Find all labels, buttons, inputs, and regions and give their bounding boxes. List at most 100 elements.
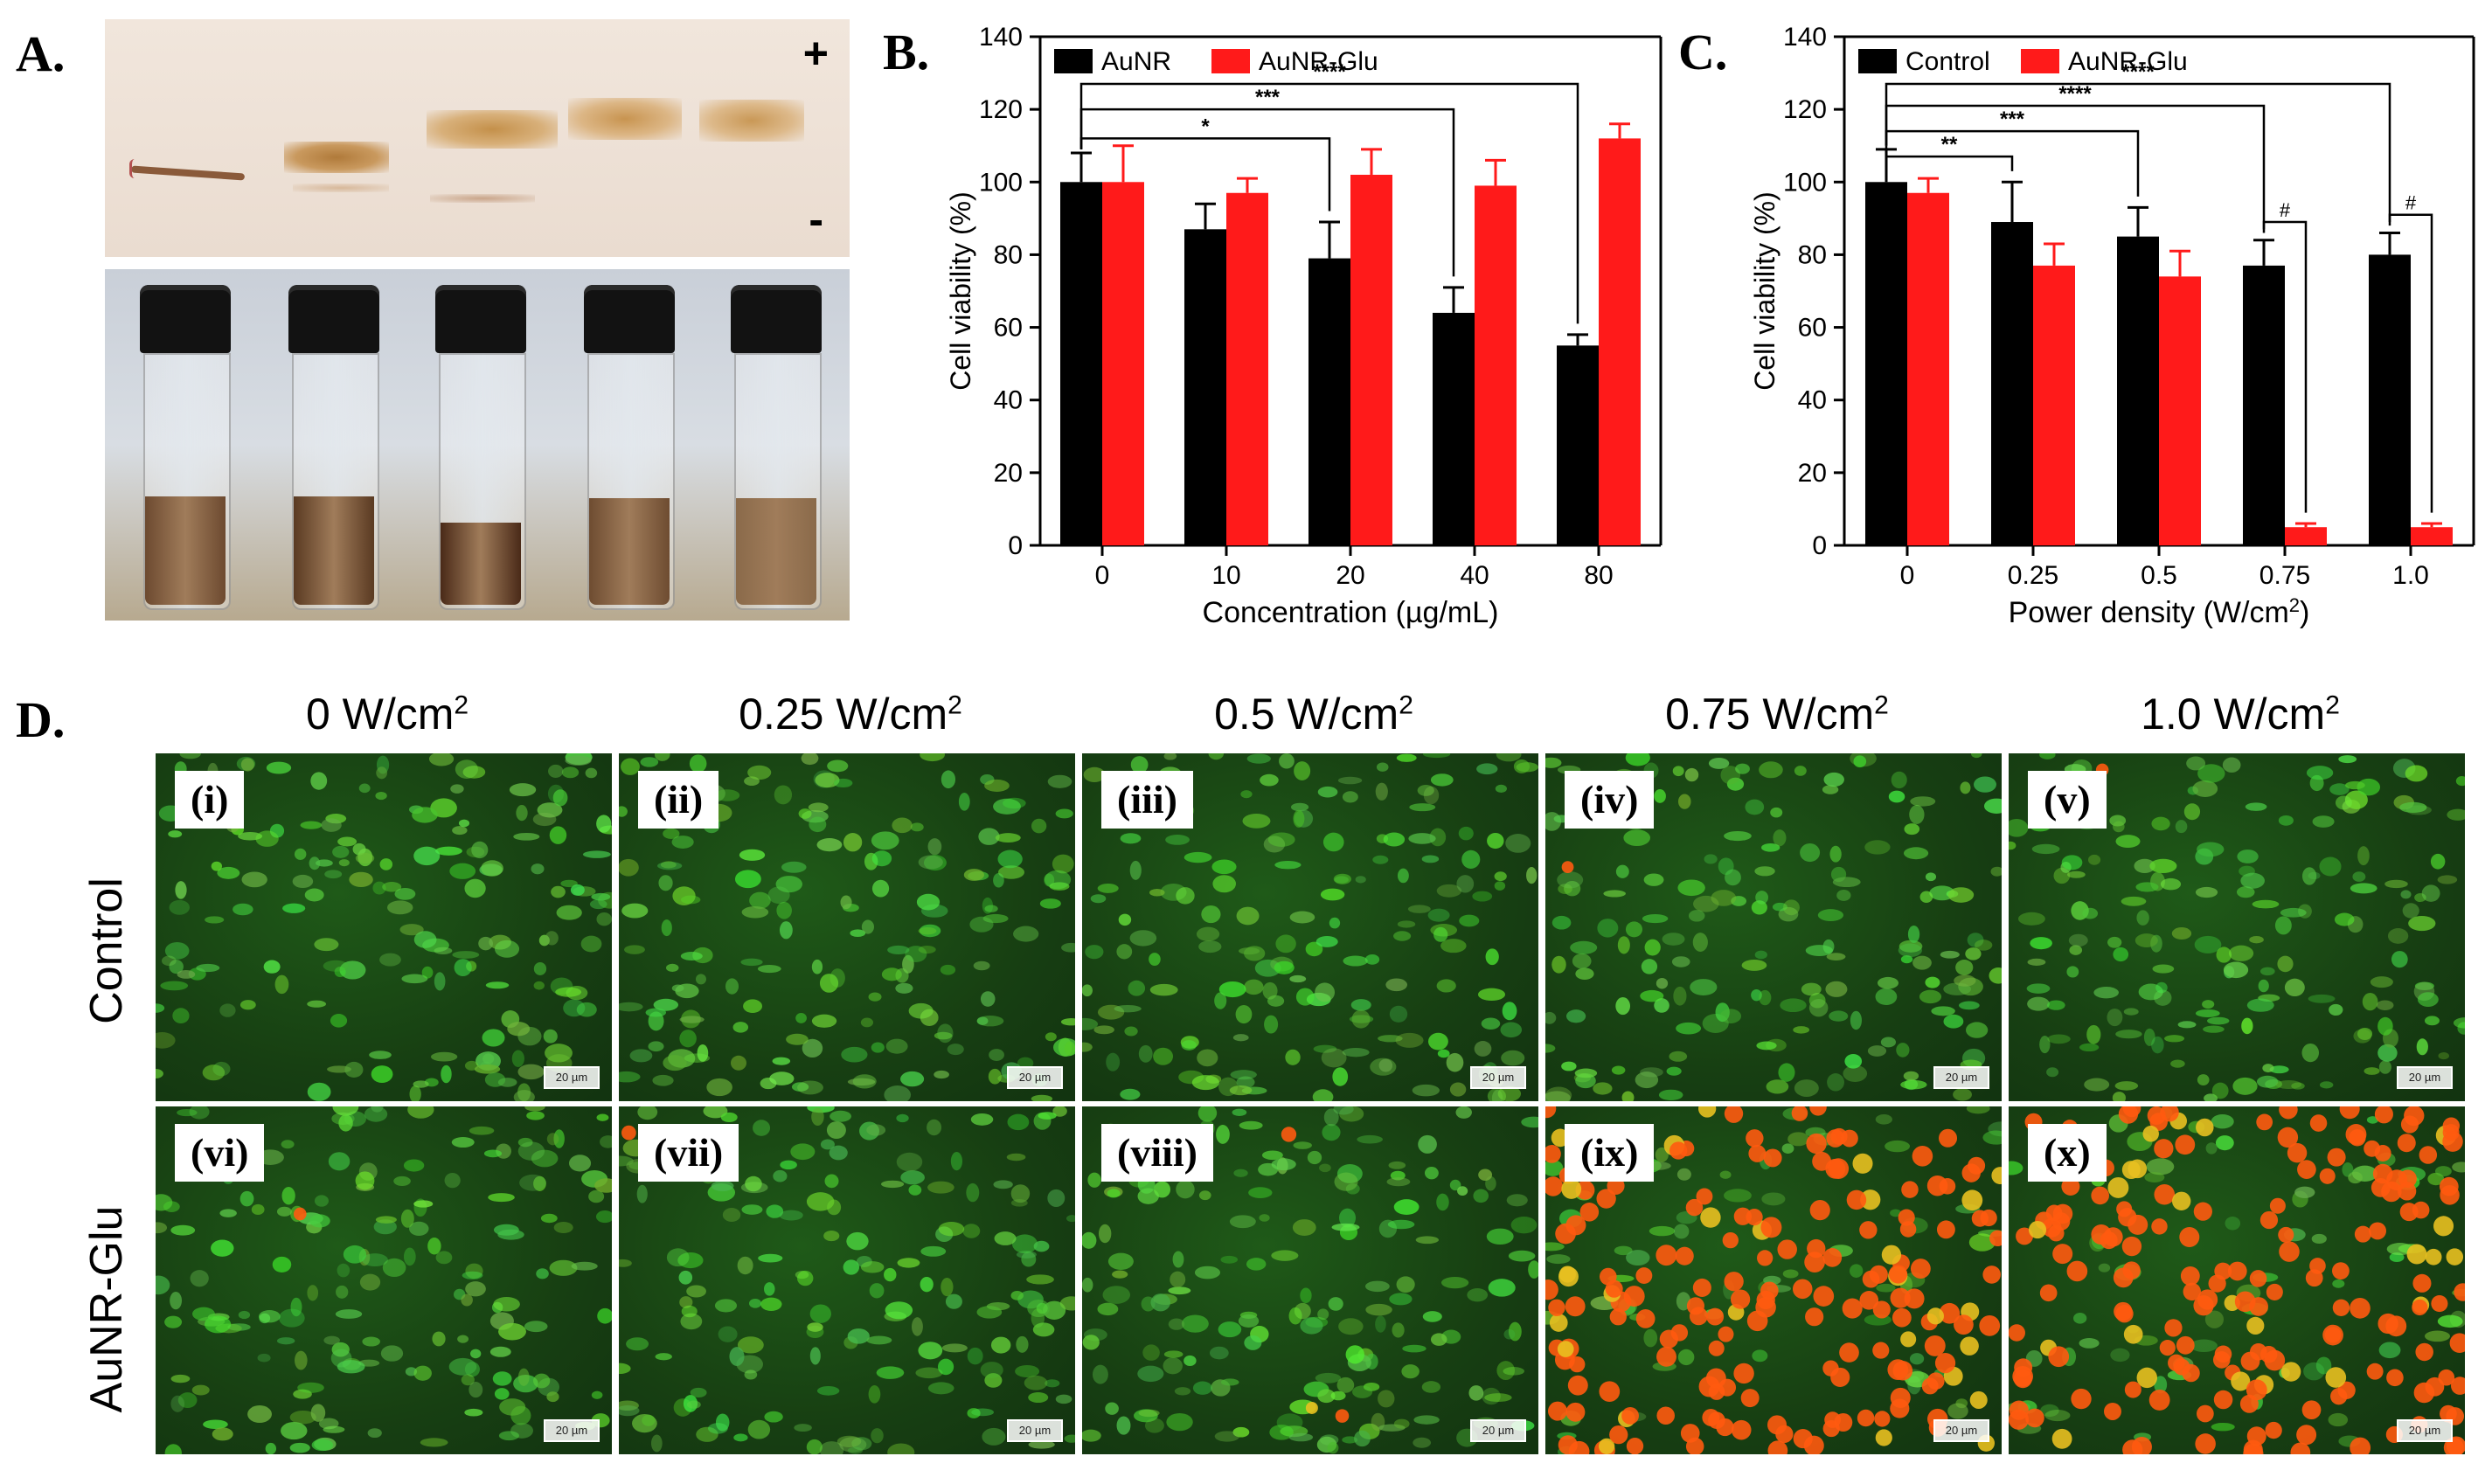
green-cell — [591, 892, 611, 901]
green-cell — [1248, 1187, 1273, 1199]
green-cell — [2177, 1021, 2197, 1029]
green-cell — [403, 1159, 425, 1172]
green-cell — [681, 895, 701, 905]
green-cell — [2066, 870, 2086, 878]
green-cell — [1878, 976, 1899, 989]
green-cell — [1974, 940, 1993, 951]
green-cell — [1676, 1168, 1691, 1181]
green-cell — [640, 757, 659, 767]
red-cell — [1746, 1209, 1763, 1226]
green-cell — [355, 1171, 375, 1190]
green-cell — [1967, 933, 1984, 947]
green-cell — [766, 1204, 784, 1218]
green-cell — [919, 924, 941, 938]
green-cell — [2205, 1142, 2218, 1155]
green-cell — [1778, 906, 1799, 922]
green-cell — [1322, 832, 1344, 852]
green-cell — [594, 1178, 612, 1193]
green-cell — [1565, 1009, 1586, 1023]
green-cell — [407, 1106, 434, 1119]
green-cell — [533, 1373, 551, 1389]
green-cell — [1422, 1311, 1442, 1322]
green-cell — [373, 1219, 397, 1235]
green-cell — [1781, 1143, 1794, 1154]
green-cell — [189, 1106, 210, 1120]
green-cell — [1338, 1208, 1357, 1228]
green-cell — [488, 1193, 515, 1203]
green-cell — [2328, 1412, 2349, 1427]
green-cell — [403, 1247, 416, 1266]
green-cell — [1898, 943, 1922, 958]
green-cell — [920, 753, 945, 762]
green-cell — [820, 1139, 835, 1150]
green-cell — [1829, 845, 1842, 863]
green-cell — [1220, 1378, 1239, 1386]
red-cell — [1675, 1246, 1694, 1266]
red-cell — [2183, 1282, 2201, 1301]
green-cell — [619, 1405, 640, 1417]
green-cell — [671, 984, 684, 992]
green-cell — [871, 879, 890, 898]
green-cell — [1184, 1355, 1197, 1367]
green-cell — [1662, 933, 1685, 946]
green-cell — [774, 785, 793, 805]
green-cell — [2352, 871, 2366, 882]
red-cell — [1555, 1223, 1576, 1245]
green-cell — [269, 823, 285, 838]
green-cell — [552, 789, 568, 807]
green-cell — [798, 808, 812, 819]
red-cell — [1596, 1189, 1616, 1209]
green-cell — [2026, 983, 2051, 994]
red-cell — [1756, 1290, 1775, 1310]
red-cell — [2325, 1367, 2347, 1388]
green-cell — [1378, 1058, 1393, 1072]
green-cell — [982, 1427, 1006, 1446]
green-cell — [1487, 1088, 1507, 1101]
green-cell — [172, 1008, 190, 1024]
green-cell — [1026, 1274, 1054, 1285]
green-cell — [1383, 832, 1406, 847]
green-cell — [1389, 1005, 1408, 1023]
green-cell — [580, 935, 602, 953]
green-cell — [1497, 1085, 1522, 1101]
bracket — [1079, 82, 1579, 324]
green-cell — [1772, 902, 1787, 912]
green-cell — [247, 1405, 272, 1424]
red-cell — [1669, 1141, 1688, 1160]
green-cell — [170, 1291, 183, 1310]
green-cell — [1149, 888, 1165, 897]
green-cell — [484, 1072, 506, 1087]
green-cell — [989, 1049, 1004, 1061]
green-cell — [1039, 898, 1061, 909]
green-cell — [1711, 890, 1737, 906]
green-cell — [2399, 801, 2427, 813]
green-cell — [156, 1194, 173, 1211]
image-label: (ix) — [1565, 1124, 1655, 1182]
red-cell — [2197, 1289, 2218, 1310]
green-cell — [1047, 774, 1072, 788]
green-cell — [655, 1353, 672, 1361]
green-cell — [379, 858, 393, 870]
green-cell — [1751, 988, 1762, 1002]
green-cell — [1355, 876, 1366, 884]
red-cell — [2399, 1203, 2419, 1222]
red-cell — [1733, 1363, 1754, 1384]
green-cell — [464, 878, 486, 898]
green-cell — [1194, 1266, 1221, 1279]
green-cell — [823, 1231, 840, 1242]
red-cell — [1857, 1409, 1875, 1427]
green-cell — [658, 875, 673, 891]
green-cell — [413, 846, 441, 866]
green-cell — [990, 1336, 1011, 1354]
green-cell — [653, 998, 679, 1011]
green-cell — [238, 832, 263, 841]
red-cell — [1934, 1352, 1956, 1374]
green-cell — [706, 1078, 732, 1097]
green-cell — [2047, 1034, 2071, 1044]
image-label: (vi) — [175, 1124, 265, 1182]
green-cell — [871, 831, 899, 850]
green-cell — [1116, 1416, 1131, 1435]
green-cell — [1337, 776, 1363, 785]
green-cell — [1827, 1073, 1844, 1092]
green-cell — [621, 758, 640, 775]
